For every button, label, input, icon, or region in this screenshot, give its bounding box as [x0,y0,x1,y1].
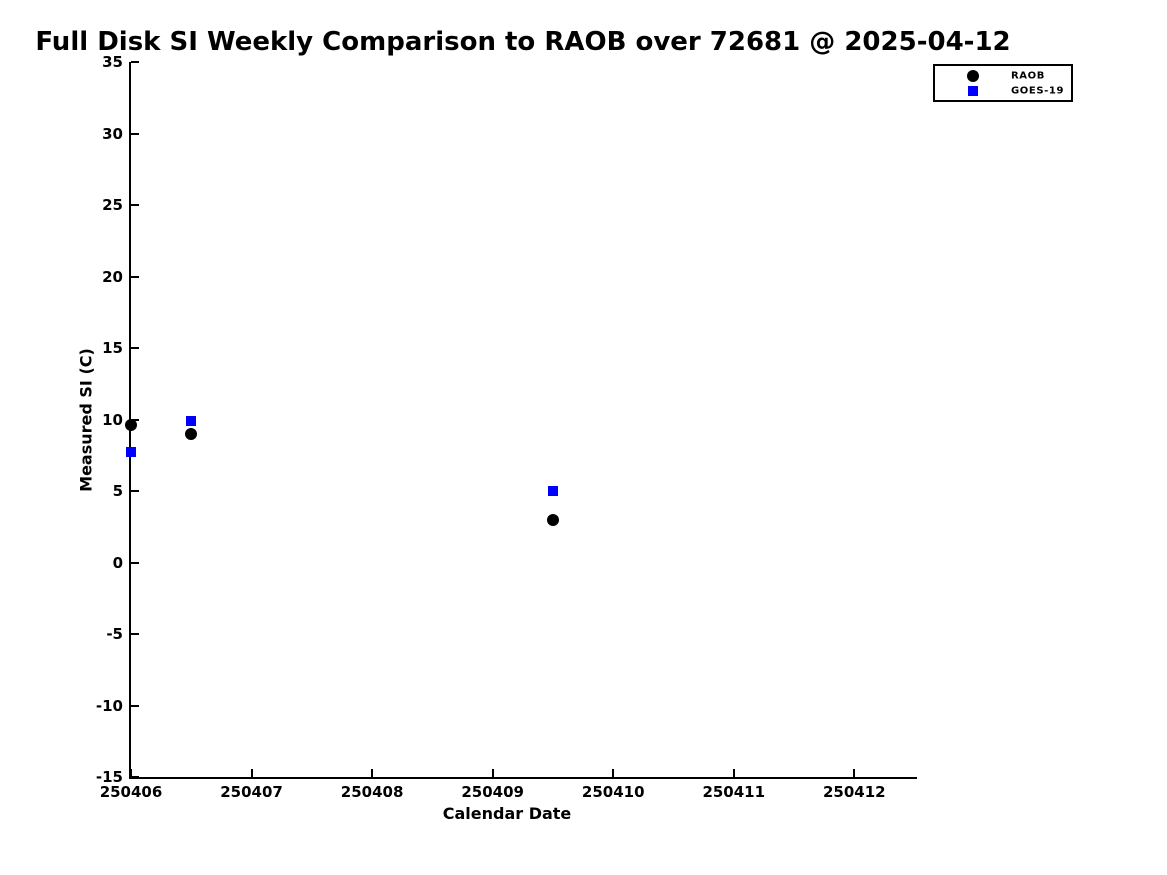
y-tick-mark [131,704,139,707]
x-tick-label: 250407 [220,783,283,801]
legend-label: GOES-19 [1011,85,1065,96]
x-tick-mark [250,769,253,777]
y-tick-mark [131,132,139,135]
y-tick-mark [131,418,139,421]
x-tick-label: 250410 [581,783,645,801]
data-point-goes-19 [547,486,558,496]
y-tick-label: 35 [102,53,123,71]
y-tick-mark [131,776,139,778]
data-point-raob [546,513,559,526]
x-tick-mark [491,769,494,777]
y-tick-label: -15 [95,768,123,786]
y-tick-mark [131,633,139,635]
legend: RAOB GOES-19 [933,64,1073,102]
circle-legend-icon [967,69,979,82]
y-tick-mark [131,61,139,63]
y-tick-label: 20 [102,267,123,286]
y-tick-label: 25 [102,196,123,214]
x-tick-mark [130,769,132,777]
y-tick-label: 10 [102,410,123,429]
x-tick-label: 250408 [340,783,404,801]
y-tick-label: 15 [102,339,123,357]
x-tick-label: 250406 [99,783,163,801]
data-point-raob [125,419,137,432]
chart-title: Full Disk SI Weekly Comparison to RAOB o… [35,27,1011,57]
x-tick-mark [853,769,856,777]
x-axis-label: Calendar Date [442,804,572,823]
y-tick-mark [131,275,139,278]
data-point-goes-19 [186,415,197,426]
y-tick-label: -5 [106,625,123,643]
data-point-goes-19 [126,447,136,458]
legend-item: GOES-19 [935,83,1071,98]
y-tick-mark [131,490,139,492]
plot-area: 35 30 25 20 15 10 5 0 -5 -10 -15 250406 250407 250408… [96,53,917,801]
y-tick-mark [131,347,139,349]
y-tick-label: 5 [112,482,123,500]
x-tick-label: 250409 [461,783,524,801]
y-tick-label: 0 [112,553,123,572]
y-tick-mark [131,204,139,206]
x-tick-label: 250412 [823,783,886,801]
y-tick-label: 30 [102,124,123,143]
y-tick-mark [131,561,139,564]
x-tick-mark [732,769,735,777]
y-tick-label: -10 [95,696,123,715]
data-point-raob [185,427,198,440]
legend-item: RAOB [935,68,1071,83]
x-tick-mark [612,769,615,777]
x-tick-mark [371,769,374,777]
square-legend-icon [968,85,978,96]
x-tick-label: 250411 [702,783,766,801]
legend-label: RAOB [1011,70,1045,81]
